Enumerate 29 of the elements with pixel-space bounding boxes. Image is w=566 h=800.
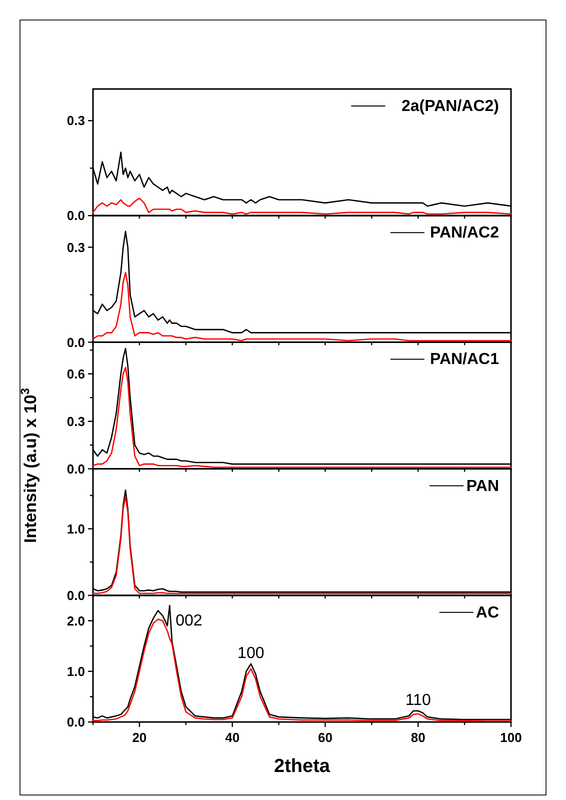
y-tick-label: 0.6 [66,366,85,382]
annotation: 002 [176,612,202,630]
line-series [92,198,512,215]
annotation: 110 [405,692,431,709]
x-tick-label: 80 [410,730,426,745]
line-series [92,272,512,342]
y-tick-label: 0.0 [66,461,85,476]
legend-label: PAN/AC1 [430,351,500,368]
y-tick-label: 0.0 [66,334,85,350]
y-tick-label: 0.0 [66,588,85,603]
y-tick-label: 0.0 [66,714,85,730]
x-axis-title: 2theta [274,756,330,777]
y-tick-label: 0.3 [66,240,85,255]
x-tick-label: 40 [225,730,240,745]
legend-label: PAN [466,478,499,495]
y-tick-label: 1.0 [66,664,85,679]
y-tick-label: 1.0 [66,521,85,536]
line-series [92,366,512,468]
y-tick-label: 0.3 [66,113,85,128]
annotation: 100 [238,644,264,662]
y-tick-label: 0.0 [66,208,85,224]
x-tick-label: 100 [500,730,522,745]
x-tick-label: 60 [318,730,332,745]
legend-label: AC [476,604,500,622]
x-tick-label: 20 [132,730,147,745]
legend-label: PAN/AC2 [430,224,500,242]
y-tick-label: 0.3 [66,414,85,429]
y-tick-label: 2.0 [66,613,85,628]
legend-label: 2a(PAN/AC2) [402,98,499,115]
